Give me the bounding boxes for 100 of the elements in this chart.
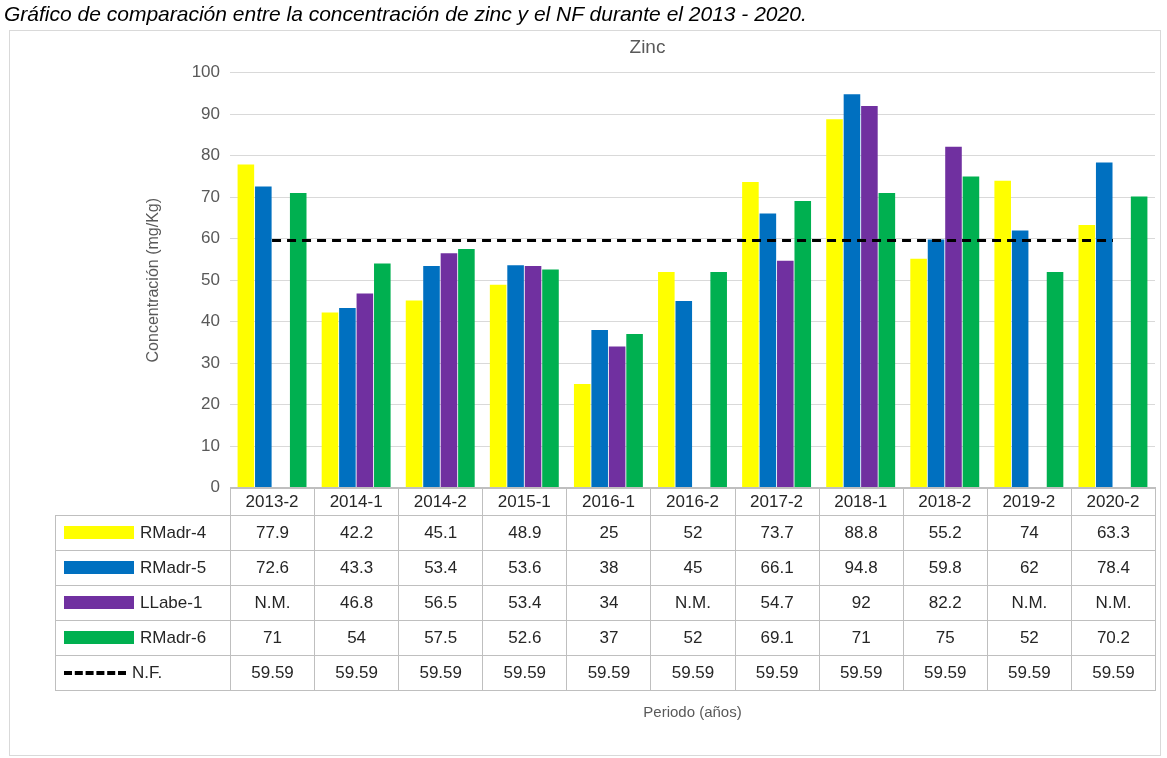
bar [910,258,927,488]
bar [542,269,559,488]
data-label: 74 [986,514,1072,551]
y-tick-label: 10 [201,435,220,455]
y-tick-label: 40 [201,311,220,331]
text: N.M. [1095,592,1132,612]
data-label: 57.5 [398,619,484,656]
legend-label: N.F. [132,662,163,683]
y-tick-label: 50 [201,269,220,289]
bar [423,266,440,488]
x-tick-label: 2016-2 [666,492,719,512]
data-label: 54.7 [734,584,820,621]
data-label: 48.9 [482,514,568,551]
bar [843,94,861,488]
data-label: 70.2 [1070,619,1156,656]
data-label: 94.8 [818,549,904,586]
data-label: 45.1 [398,514,484,551]
bar [962,176,980,488]
y-tick-label: 80 [201,145,220,165]
data-label: 59.59 [482,654,568,691]
data-label: 59.8 [902,549,988,586]
bar [255,186,272,488]
data-label: 52.6 [482,619,568,656]
x-tick-label: 2013-2 [245,492,299,512]
data-label: 45 [650,549,736,586]
x-tick-label: 2017-2 [750,492,804,512]
data-label: 71 [230,619,316,656]
data-label: 59.59 [566,654,652,691]
data-label: 59.59 [314,654,400,691]
data-label: 82.2 [902,584,988,621]
y-tick-label: 100 [191,62,220,82]
data-label: 59.59 [398,654,484,691]
bar [994,180,1011,488]
bar [1095,162,1113,488]
text: N.M. [1011,592,1048,612]
bar [1046,271,1064,488]
data-label: 34 [566,584,652,621]
data-label: 73.7 [734,514,820,551]
data-label: 53.4 [398,549,484,586]
text: N.M. [675,592,711,612]
bar [1078,225,1096,488]
data-label: 75 [902,619,988,656]
bar [339,307,356,488]
y-tick-label: 60 [201,228,220,248]
data-label: 59.59 [650,654,736,691]
legend-label: RMadr-5 [140,557,207,578]
data-label: 62 [986,549,1072,586]
y-tick-label: 90 [201,103,220,123]
text: N.M. [254,592,291,612]
bar [489,284,507,488]
bar [440,253,458,488]
data-label: 43.3 [314,549,400,586]
bar [927,239,945,488]
y-tick-label: 20 [201,394,220,414]
bar [524,266,542,488]
bar [658,271,675,488]
data-label: 78.4 [1070,549,1156,586]
data-label: 59.59 [230,654,316,691]
data-label: 37 [566,619,652,656]
bar [742,181,759,488]
data-label: 63.3 [1070,514,1156,551]
x-tick-label: 2018-2 [918,492,972,512]
data-label: 88.8 [818,514,904,551]
bar [591,329,608,488]
x-tick-label: 2014-2 [413,492,467,512]
data-label: 56.5 [398,584,484,621]
bar [945,146,962,488]
bar [458,249,475,488]
data-label: 59.59 [1070,654,1156,691]
bar [675,300,693,488]
y-axis-title: Concentración (mg/Kg) [144,197,162,363]
bar [289,193,307,488]
legend-label: LLabe-1 [140,592,203,613]
bar [878,193,896,488]
data-label: 71 [818,619,904,656]
data-label: 52 [650,514,736,551]
bar [826,119,843,488]
bar [861,105,878,488]
bar [573,383,591,488]
data-label: 59.59 [902,654,988,691]
data-label: 92 [818,584,904,621]
data-label: 54 [314,619,400,656]
x-tick-label: 2014-1 [329,492,383,512]
data-label: 59.59 [986,654,1072,691]
x-tick-label: 2016-1 [581,492,635,512]
data-label: 38 [566,549,652,586]
legend-label: RMadr-4 [140,522,207,543]
x-tick-label: 2015-1 [497,492,551,512]
data-label: 77.9 [230,514,316,551]
bar [794,200,812,488]
data-label: 55.2 [902,514,988,551]
bar [759,213,777,488]
bar [626,334,643,488]
x-tick-label: 2018-1 [834,492,888,512]
data-label: 52 [986,619,1072,656]
y-tick-label: 30 [201,352,220,372]
data-label: 59.59 [818,654,904,691]
data-label: 52 [650,619,736,656]
bar [1130,196,1148,488]
data-label: 25 [566,514,652,551]
